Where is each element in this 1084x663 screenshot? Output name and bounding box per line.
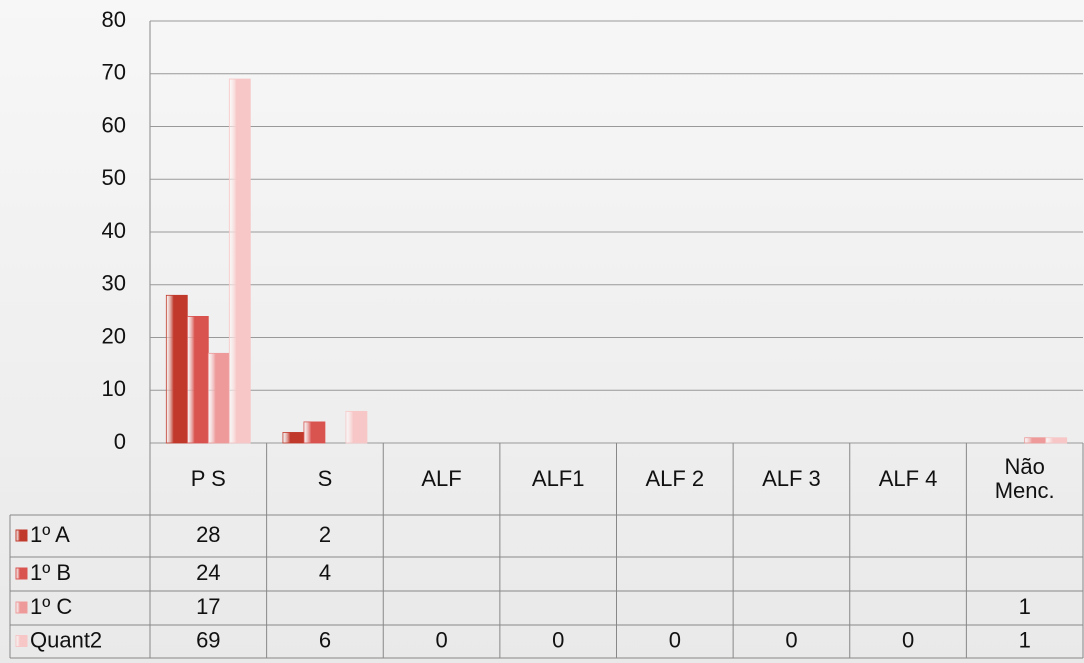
table-value: 28 <box>196 522 220 547</box>
table-value: 6 <box>319 627 331 652</box>
y-tick-label: 60 <box>102 112 126 137</box>
bar <box>1045 437 1068 444</box>
table-value: 0 <box>435 627 447 652</box>
legend-label: 1º B <box>30 560 71 585</box>
x-tick-label: ALF 3 <box>762 466 821 491</box>
x-tick-label: ALF 2 <box>645 466 705 491</box>
table-value: 4 <box>319 560 331 585</box>
table-value: 0 <box>785 627 797 652</box>
table-value: 2 <box>319 522 331 547</box>
bar <box>228 78 251 444</box>
y-tick-label: 10 <box>102 376 126 401</box>
table-value: 1 <box>1019 594 1031 619</box>
y-tick-label: 0 <box>114 429 126 454</box>
y-tick-label: 70 <box>102 60 126 85</box>
legend-label: 1º A <box>30 522 70 547</box>
legend-swatch <box>15 529 28 542</box>
table-value: 1 <box>1019 627 1031 652</box>
y-tick-label: 30 <box>102 271 126 296</box>
legend-swatch <box>15 635 28 647</box>
legend-swatch <box>15 567 28 580</box>
table-value: 24 <box>196 560 220 585</box>
table-value: 17 <box>196 594 220 619</box>
legend-swatch <box>15 601 28 614</box>
bar <box>303 421 326 444</box>
legend-label: Quant2 <box>30 627 102 652</box>
x-tick-label: ALF1 <box>531 466 585 491</box>
bar <box>345 410 368 444</box>
table-value: 0 <box>902 627 914 652</box>
table-value: 0 <box>552 627 564 652</box>
y-tick-label: 80 <box>102 7 126 32</box>
y-tick-label: 40 <box>102 218 126 243</box>
y-tick-label: 20 <box>102 323 126 348</box>
x-tick-label: ALF 4 <box>878 466 938 491</box>
legend-label: 1º C <box>30 594 72 619</box>
table-value: 69 <box>196 627 220 652</box>
bar <box>282 432 305 444</box>
bar <box>165 294 188 444</box>
x-tick-label: P S <box>190 466 226 491</box>
x-tick-label: Não Menc. <box>994 454 1055 503</box>
bar <box>186 315 209 444</box>
y-tick-label: 50 <box>102 165 126 190</box>
x-tick-label: ALF <box>421 466 462 491</box>
bar <box>207 352 230 444</box>
x-tick-label: S <box>317 466 333 491</box>
table-value: 0 <box>669 627 681 652</box>
